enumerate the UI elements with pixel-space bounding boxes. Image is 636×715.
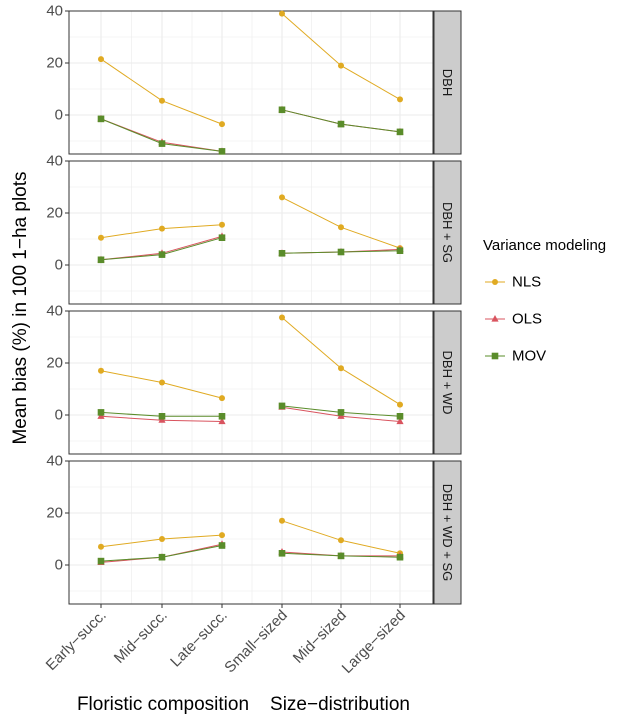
point-nls	[98, 544, 104, 550]
x-tick-label: Mid−sized	[290, 607, 350, 667]
point-nls	[219, 121, 225, 127]
point-mov	[159, 251, 166, 258]
y-tick-label: 20	[46, 355, 63, 372]
y-tick-label: 40	[46, 3, 63, 20]
point-mov	[98, 558, 105, 565]
point-mov	[219, 413, 226, 420]
y-axis-title: Mean bias (%) in 100 1−ha plots	[10, 171, 31, 444]
point-mov	[279, 403, 286, 410]
point-nls	[338, 537, 344, 543]
point-mov	[98, 257, 105, 264]
facet-strip-label: DBH + WD	[440, 351, 455, 415]
point-nls	[159, 536, 165, 542]
panel-1: DBH + SG 0 20 40	[46, 153, 461, 305]
x-tick-label: Mid−succ.	[111, 607, 171, 667]
legend-key-ols	[491, 315, 498, 322]
x-tick-label: Late−succ.	[167, 607, 231, 671]
point-nls	[338, 365, 344, 371]
legend-key-mov	[492, 353, 499, 360]
point-nls	[279, 11, 285, 17]
y-tick-label: 20	[46, 505, 63, 522]
facet-strip-label: DBH + SG	[440, 202, 455, 263]
point-mov	[397, 129, 404, 136]
legend-key-nls	[492, 279, 498, 285]
point-mov	[279, 550, 286, 557]
point-mov	[159, 554, 166, 561]
panel-border	[69, 11, 433, 154]
panel-3: DBH + WD + SG 0 20 40	[46, 453, 461, 605]
point-mov	[219, 148, 226, 155]
y-tick-label: 0	[55, 557, 63, 574]
point-mov	[159, 413, 166, 420]
point-nls	[98, 56, 104, 62]
x-group-label-size: Size−distribution	[270, 694, 410, 715]
point-nls	[98, 235, 104, 241]
point-mov	[219, 234, 226, 241]
point-nls	[279, 315, 285, 321]
facet-strip-label: DBH	[440, 69, 455, 96]
point-nls	[338, 63, 344, 69]
x-group-label-floristic: Floristic composition	[77, 694, 249, 715]
point-nls	[159, 226, 165, 232]
point-mov	[219, 542, 226, 549]
point-nls	[219, 395, 225, 401]
point-mov	[338, 121, 345, 128]
point-mov	[279, 107, 286, 114]
point-nls	[338, 224, 344, 230]
point-mov	[338, 409, 345, 416]
point-mov	[397, 247, 404, 254]
x-tick-label: Small−sized	[221, 607, 291, 677]
point-mov	[338, 553, 345, 560]
point-nls	[219, 222, 225, 228]
panel-border	[69, 311, 433, 454]
legend: NLS OLS MOV	[485, 274, 546, 365]
y-tick-label: 0	[55, 107, 63, 124]
point-nls	[98, 368, 104, 374]
facet-strip-label: DBH + WD + SG	[440, 484, 455, 582]
point-mov	[397, 413, 404, 420]
legend-label-nls: NLS	[512, 274, 541, 291]
y-tick-label: 0	[55, 407, 63, 424]
legend-label-mov: MOV	[512, 348, 546, 365]
panel-0: DBH 0 20 40	[46, 3, 461, 155]
point-mov	[279, 250, 286, 257]
y-tick-label: 40	[46, 153, 63, 170]
y-tick-label: 40	[46, 453, 63, 470]
y-tick-label: 40	[46, 303, 63, 320]
point-nls	[279, 194, 285, 200]
y-tick-label: 0	[55, 257, 63, 274]
legend-title: Variance modeling	[483, 237, 606, 254]
point-nls	[397, 402, 403, 408]
y-tick-label: 20	[46, 55, 63, 72]
panel-border	[69, 461, 433, 604]
point-mov	[98, 116, 105, 123]
panel-2: DBH + WD 0 20 40	[46, 303, 461, 455]
point-mov	[397, 554, 404, 561]
point-mov	[98, 409, 105, 416]
x-tick-label: Large−sized	[339, 607, 409, 677]
y-tick-label: 20	[46, 205, 63, 222]
panel-border	[69, 161, 433, 304]
point-mov	[338, 249, 345, 256]
point-nls	[159, 98, 165, 104]
point-nls	[159, 380, 165, 386]
point-nls	[279, 518, 285, 524]
point-nls	[219, 532, 225, 538]
point-nls	[397, 96, 403, 102]
x-tick-label: Early−succ.	[43, 607, 110, 674]
point-mov	[159, 140, 166, 147]
legend-label-ols: OLS	[512, 311, 542, 328]
